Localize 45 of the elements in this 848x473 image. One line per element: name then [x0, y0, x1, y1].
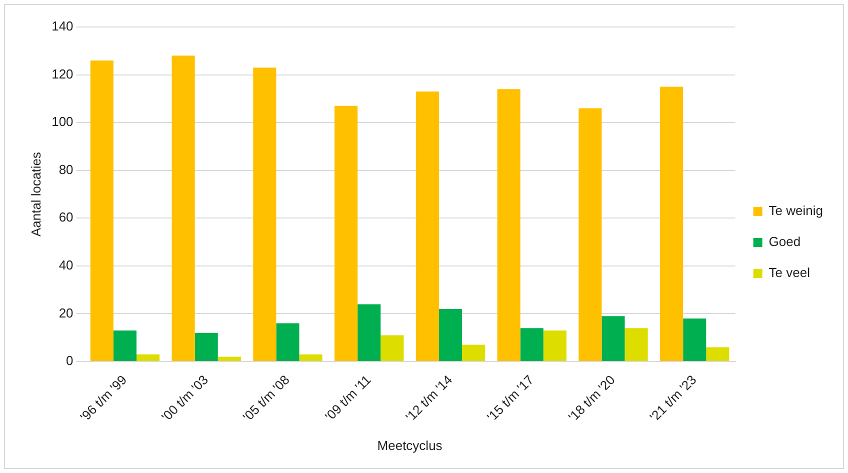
y-tick-label: 60: [58, 210, 74, 225]
bar: [602, 316, 625, 362]
bar: [358, 304, 381, 362]
bar: [113, 330, 137, 362]
x-tick-label: '09 t/m '11: [322, 372, 374, 424]
bar: [624, 328, 648, 362]
bar: [416, 92, 439, 362]
y-tick-label: 20: [58, 305, 74, 320]
bar: [90, 60, 114, 362]
bar: [706, 347, 730, 362]
y-tick-label: 140: [52, 18, 74, 34]
x-tick-label: '15 t/m '17: [484, 372, 537, 425]
x-tick-label: '21 t/m '23: [646, 372, 700, 425]
bar: [543, 330, 566, 362]
bar: [380, 335, 404, 362]
bar: [497, 89, 520, 362]
y-tick-label: 0: [66, 353, 74, 368]
bar: [578, 108, 602, 362]
x-axis-title: Meetcyclus: [377, 438, 443, 453]
x-tick-label: '96 t/m '99: [77, 372, 130, 425]
bar: [683, 318, 706, 362]
y-axis-title: Aantal locaties: [28, 152, 44, 237]
x-tick-label: '00 t/m '03: [158, 372, 212, 425]
legend-label: Te veel: [768, 265, 810, 280]
legend-label: Te weinig: [768, 203, 824, 218]
bar: [438, 308, 462, 362]
bar: [194, 332, 218, 362]
y-tick-label: 100: [52, 114, 74, 130]
bar: [136, 354, 160, 362]
x-tick-label: '18 t/m '20: [565, 372, 618, 425]
bar: [276, 323, 300, 362]
bar: [299, 354, 322, 362]
bar: [218, 356, 241, 362]
x-tick-label: '05 t/m '08: [240, 372, 292, 425]
y-tick-label: 80: [58, 162, 74, 177]
y-tick-label: 120: [52, 66, 74, 82]
legend-label: Goed: [768, 234, 801, 250]
bar: [462, 344, 486, 362]
bar: [334, 106, 358, 362]
bar: [660, 86, 684, 362]
y-tick-label: 40: [58, 258, 74, 273]
bar: [172, 56, 195, 362]
bar: [253, 68, 276, 362]
bar: [520, 328, 544, 362]
x-tick-label: '12 t/m '14: [402, 372, 456, 425]
